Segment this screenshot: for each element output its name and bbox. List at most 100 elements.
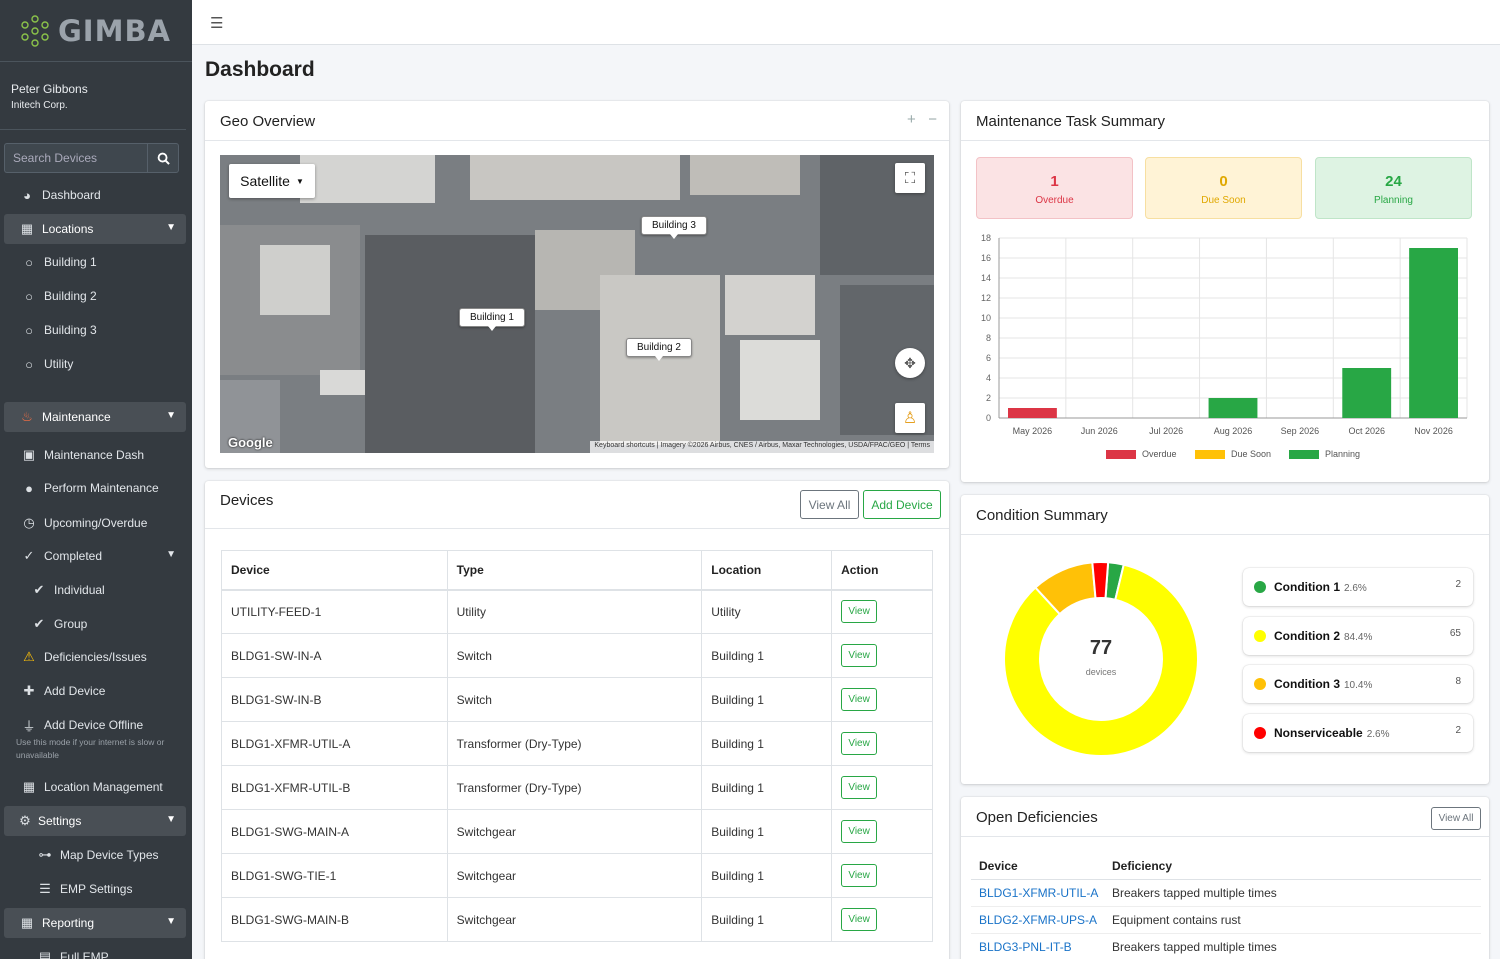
planning-stat[interactable]: 24 Planning bbox=[1315, 157, 1472, 219]
sidebar-item-location-management[interactable]: ▦ Location Management bbox=[4, 772, 186, 802]
view-device-button[interactable]: View bbox=[841, 600, 878, 624]
sidebar-item-settings[interactable]: ⚙ Settings ▼ bbox=[4, 806, 186, 836]
sidebar-item-dashboard[interactable]: ◕ Dashboard bbox=[4, 180, 186, 210]
column-header: Device bbox=[971, 853, 1104, 880]
y-tick-label: 12 bbox=[981, 293, 991, 303]
sidebar-item-locations[interactable]: ▦ Locations ▼ bbox=[4, 214, 186, 244]
sidebar-item-building-3[interactable]: ○ Building 3 bbox=[4, 315, 186, 345]
condition-item[interactable]: Condition 1 2.6% 2 bbox=[1243, 568, 1473, 606]
map-building bbox=[260, 245, 330, 315]
sidebar-item-label: Dashboard bbox=[42, 188, 101, 202]
add-device-button[interactable]: Add Device bbox=[863, 490, 941, 519]
table-header-row: Device Deficiency bbox=[971, 853, 1481, 880]
search-input[interactable] bbox=[4, 143, 147, 173]
sidebar-item-label: Settings bbox=[38, 814, 82, 828]
legend-swatch bbox=[1106, 450, 1136, 459]
card-title: Maintenance Task Summary bbox=[976, 113, 1165, 130]
expand-plus-icon[interactable]: + bbox=[906, 111, 916, 128]
maintenance-summary-card: Maintenance Task Summary 1 Overdue 0 Due… bbox=[961, 101, 1489, 482]
map-marker-building-2[interactable]: Building 2 bbox=[626, 338, 692, 361]
hamburger-menu-icon[interactable]: ☰ bbox=[210, 15, 224, 32]
donut-slice[interactable] bbox=[1091, 561, 1110, 600]
sidebar-item-add-device-offline[interactable]: ⏚ Add Device Offline bbox=[4, 710, 186, 740]
clock-icon: ◷ bbox=[23, 515, 35, 530]
condition-dot-icon bbox=[1254, 581, 1266, 593]
deficiency-text: Breakers tapped multiple times bbox=[1104, 933, 1481, 959]
deficiency-device-link[interactable]: BLDG2-XFMR-UPS-A bbox=[971, 906, 1104, 934]
view-device-button[interactable]: View bbox=[841, 732, 878, 755]
user-name[interactable]: Peter Gibbons bbox=[11, 82, 88, 96]
satellite-map[interactable]: Satellite ▼ ⛶ ✥ ♙ Building 1 Building 2 B… bbox=[220, 155, 934, 453]
brand[interactable]: GIMBA bbox=[0, 0, 192, 62]
view-all-devices-button[interactable]: View All bbox=[800, 490, 859, 519]
sidebar-item-label: Completed bbox=[44, 549, 103, 563]
street-view-pegman-icon[interactable]: ♙ bbox=[895, 403, 925, 433]
table-row: BLDG3-PNL-IT-B Breakers tapped multiple t… bbox=[971, 933, 1481, 959]
column-header[interactable]: Type bbox=[447, 550, 703, 591]
sidebar-item-utility[interactable]: ○ Utility bbox=[4, 349, 186, 379]
condition-item[interactable]: Condition 2 84.4% 65 bbox=[1243, 616, 1473, 655]
view-device-button[interactable]: View bbox=[841, 820, 878, 843]
view-device-button[interactable]: View bbox=[841, 908, 878, 931]
sidebar-item-map-device-types[interactable]: ⊶ Map Device Types bbox=[4, 840, 186, 870]
overdue-stat[interactable]: 1 Overdue bbox=[976, 157, 1133, 219]
y-tick-label: 18 bbox=[981, 233, 991, 243]
view-device-button[interactable]: View bbox=[841, 776, 878, 799]
x-tick-label: Oct 2026 bbox=[1348, 426, 1385, 436]
sidebar-item-deficiencies[interactable]: ⚠ Deficiencies/Issues bbox=[4, 642, 186, 672]
card-title: Open Deficiencies bbox=[976, 809, 1098, 826]
sidebar-item-reporting[interactable]: ▦ Reporting ▼ bbox=[4, 908, 186, 938]
sidebar-item-emp-settings[interactable]: ☰ EMP Settings bbox=[4, 874, 186, 904]
sidebar-item-label: Location Management bbox=[44, 780, 163, 794]
deficiency-device-link[interactable]: BLDG1-XFMR-UTIL-A bbox=[971, 879, 1104, 907]
column-header[interactable]: Device bbox=[221, 550, 448, 591]
due-soon-stat[interactable]: 0 Due Soon bbox=[1145, 157, 1302, 219]
view-all-deficiencies-button[interactable]: View All bbox=[1431, 807, 1481, 830]
sidebar-item-label: Building 2 bbox=[44, 289, 97, 303]
sidebar-item-upcoming-overdue[interactable]: ◷ Upcoming/Overdue bbox=[4, 508, 186, 538]
map-type-dropdown[interactable]: Satellite ▼ bbox=[229, 164, 315, 198]
sidebar-item-individual[interactable]: ✔ Individual bbox=[4, 575, 186, 605]
location-cell: Building 1 bbox=[701, 897, 833, 942]
view-device-button[interactable]: View bbox=[841, 688, 878, 711]
condition-dot-icon bbox=[1254, 629, 1266, 642]
sidebar-item-building-2[interactable]: ○ Building 2 bbox=[4, 281, 186, 311]
user-panel: Peter Gibbons Initech Corp. bbox=[0, 62, 186, 130]
user-org: Initech Corp. bbox=[11, 100, 68, 111]
sidebar-item-completed[interactable]: ✓ Completed ▼ bbox=[4, 541, 186, 571]
sidebar-item-full-emp[interactable]: ▤ Full EMP bbox=[4, 942, 186, 959]
view-device-button[interactable]: View bbox=[841, 644, 878, 667]
condition-item[interactable]: Condition 3 10.4% 8 bbox=[1243, 665, 1473, 703]
column-header[interactable]: Location bbox=[701, 550, 833, 591]
fullscreen-icon[interactable]: ⛶ bbox=[895, 163, 925, 193]
condition-name: Nonserviceable 2.6% bbox=[1274, 726, 1390, 740]
x-tick-label: May 2026 bbox=[1013, 426, 1053, 436]
location-cell: Building 1 bbox=[701, 853, 833, 898]
sidebar-item-building-1[interactable]: ○ Building 1 bbox=[4, 247, 186, 277]
type-cell: Switchgear bbox=[447, 853, 703, 898]
donut-slice[interactable] bbox=[1003, 563, 1199, 757]
sidebar-item-maintenance-dash[interactable]: ▣ Maintenance Dash bbox=[4, 440, 186, 470]
condition-item[interactable]: Nonserviceable 2.6% 2 bbox=[1243, 713, 1473, 752]
sidebar-item-group[interactable]: ✔ Group bbox=[4, 609, 186, 639]
y-tick-label: 10 bbox=[981, 313, 991, 323]
map-building bbox=[320, 370, 365, 395]
sidebar-item-add-device[interactable]: ✚ Add Device bbox=[4, 676, 186, 706]
table-row: BLDG1-XFMR-UTIL-A Breakers tapped multipl… bbox=[971, 879, 1481, 907]
location-cell: Utility bbox=[701, 589, 833, 634]
search-button[interactable] bbox=[147, 143, 179, 173]
deficiency-device-link[interactable]: BLDG3-PNL-IT-B bbox=[971, 933, 1104, 959]
condition-name-text: Nonserviceable bbox=[1274, 725, 1363, 740]
chevron-down-icon: ▼ bbox=[166, 410, 176, 421]
sidebar-item-perform-maintenance[interactable]: ● Perform Maintenance bbox=[4, 473, 186, 503]
type-cell: Utility bbox=[447, 589, 703, 634]
map-marker-building-3[interactable]: Building 3 bbox=[641, 216, 707, 239]
sidebar-item-maintenance[interactable]: ♨ Maintenance ▼ bbox=[4, 402, 186, 432]
donut-total-label: devices bbox=[1085, 667, 1117, 677]
map-marker-building-1[interactable]: Building 1 bbox=[459, 308, 525, 331]
collapse-minus-icon[interactable]: − bbox=[928, 111, 937, 128]
map-attribution[interactable]: Keyboard shortcuts | Imagery ©2026 Airbu… bbox=[590, 441, 934, 453]
view-device-button[interactable]: View bbox=[841, 864, 878, 887]
map-pan-control-icon[interactable]: ✥ bbox=[895, 348, 925, 378]
action-cell: View bbox=[831, 897, 933, 942]
